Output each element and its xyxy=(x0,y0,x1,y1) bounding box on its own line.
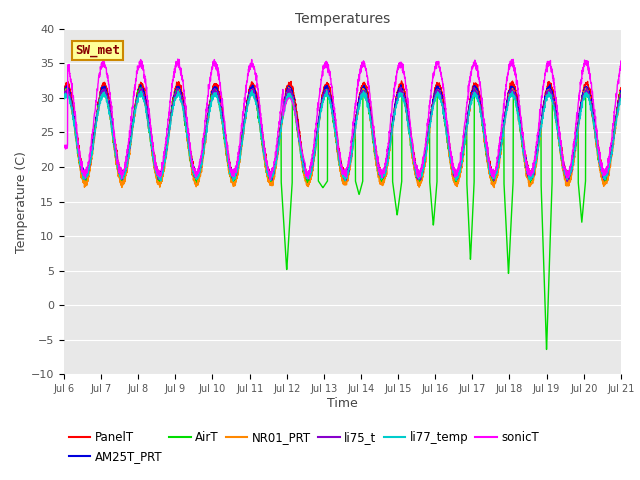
X-axis label: Time: Time xyxy=(327,397,358,410)
Text: SW_met: SW_met xyxy=(75,44,120,57)
Title: Temperatures: Temperatures xyxy=(295,12,390,26)
Legend: PanelT, AM25T_PRT, AirT, NR01_PRT, li75_t, li77_temp, sonicT: PanelT, AM25T_PRT, AirT, NR01_PRT, li75_… xyxy=(64,426,544,468)
Y-axis label: Temperature (C): Temperature (C) xyxy=(15,151,28,252)
